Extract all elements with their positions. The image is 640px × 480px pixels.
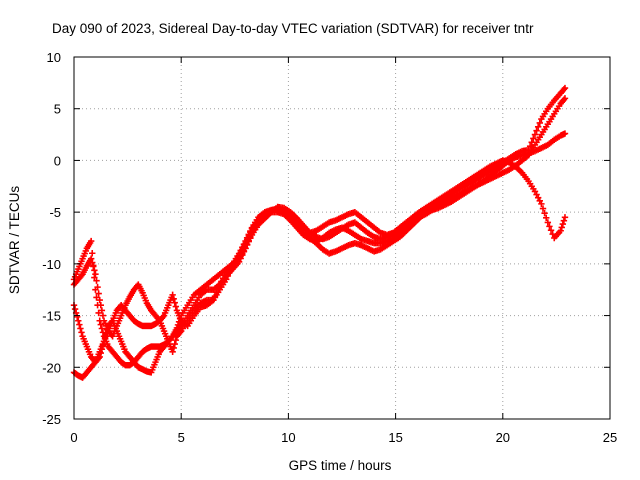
data-point [561, 214, 569, 221]
data-point [92, 286, 99, 293]
data-point [91, 274, 98, 281]
data-point [536, 119, 543, 127]
data-point [544, 219, 552, 226]
data-point [75, 317, 82, 324]
axis-ticks: 0 5 10 15 20 25 -25 -20 -15 -10 -5 0 5 10 [42, 50, 617, 445]
x-tick-label: 0 [70, 430, 77, 445]
data-point [95, 290, 102, 297]
data-point [99, 312, 107, 319]
data-point [534, 123, 542, 131]
data-points [70, 84, 569, 381]
data-point [90, 262, 97, 269]
data-point [541, 209, 548, 217]
data-point [174, 321, 182, 329]
data-point [561, 130, 569, 137]
y-tick-label: -10 [42, 257, 61, 272]
data-point [170, 344, 177, 352]
data-point [546, 223, 553, 230]
data-point [78, 272, 85, 279]
data-point [87, 255, 95, 262]
data-point [77, 325, 84, 332]
data-point [175, 318, 183, 325]
data-point [87, 237, 95, 245]
data-point [171, 299, 178, 306]
data-point [97, 321, 104, 328]
data-point [91, 267, 98, 274]
x-axis-label: GPS time / hours [289, 458, 392, 473]
data-point [561, 84, 569, 92]
data-point [560, 86, 568, 93]
x-tick-label: 20 [496, 430, 510, 445]
data-point [93, 294, 100, 301]
data-point [95, 309, 102, 317]
series-4 [70, 157, 569, 369]
data-point [99, 329, 107, 336]
data-point [561, 95, 569, 102]
data-point [89, 250, 96, 257]
data-point [530, 135, 537, 142]
y-tick-label: -15 [42, 309, 61, 324]
data-point [560, 96, 568, 103]
data-point [242, 245, 249, 252]
data-point [223, 276, 230, 283]
data-point [543, 214, 550, 222]
series-3 [70, 130, 569, 381]
data-point [169, 291, 176, 299]
data-point [169, 348, 176, 355]
data-point [539, 205, 547, 212]
chart-title: Day 090 of 2023, Sidereal Day-to-day VTE… [52, 21, 534, 36]
data-point [92, 271, 99, 278]
x-tick-label: 25 [603, 430, 617, 445]
data-point [558, 224, 565, 231]
data-point [96, 296, 103, 304]
data-point [533, 127, 540, 134]
y-axis-label: SDTVAR / TECUs [7, 186, 22, 295]
x-tick-label: 10 [281, 430, 295, 445]
data-point [71, 305, 79, 313]
data-point [176, 315, 184, 322]
data-point [176, 329, 184, 336]
x-tick-label: 15 [388, 430, 402, 445]
data-point [96, 317, 103, 324]
data-point [559, 220, 567, 228]
data-point [538, 200, 545, 208]
data-point [243, 241, 251, 249]
data-point [159, 313, 167, 321]
data-point [74, 313, 81, 321]
y-tick-label: -25 [42, 412, 61, 427]
data-point [98, 307, 106, 314]
data-point [78, 329, 85, 336]
y-tick-label: -5 [49, 205, 61, 220]
data-point [226, 269, 233, 276]
data-point [94, 302, 101, 309]
data-point [547, 227, 555, 234]
x-tick-label: 5 [178, 430, 185, 445]
data-point [168, 334, 175, 341]
data-point [560, 217, 568, 224]
data-point [245, 238, 252, 245]
data-point [76, 321, 83, 328]
y-tick-label: -20 [42, 360, 61, 375]
data-point [557, 227, 564, 234]
data-point [172, 336, 180, 344]
data-point [531, 131, 539, 138]
y-tick-label: 0 [54, 153, 61, 168]
data-point [171, 340, 178, 348]
data-point [170, 295, 177, 302]
grid-lines [74, 57, 610, 419]
data-point [173, 324, 181, 332]
series-1 [70, 84, 569, 340]
y-tick-label: 10 [47, 50, 61, 65]
data-point [526, 143, 534, 150]
data-point [172, 303, 180, 310]
data-point [91, 360, 98, 367]
data-point [98, 325, 106, 332]
y-tick-label: 5 [54, 102, 61, 117]
data-point [247, 235, 254, 242]
plot-frame [73, 56, 611, 420]
data-point [224, 272, 232, 280]
